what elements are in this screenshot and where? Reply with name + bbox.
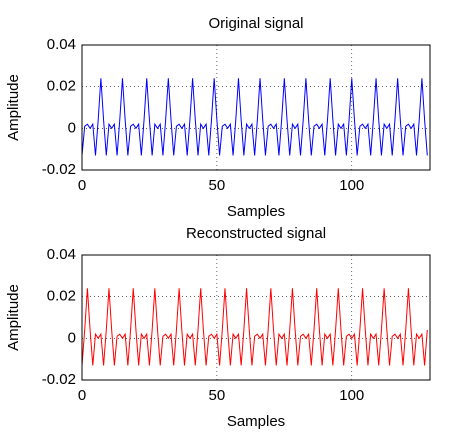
y-axis-label: Amplitude (5, 284, 22, 351)
x-tick-label: 50 (209, 177, 226, 194)
x-axis-label: Samples (227, 203, 285, 220)
y-tick-label: -0.02 (42, 161, 76, 178)
y-axis-label: Amplitude (5, 74, 22, 141)
x-tick-label: 0 (78, 177, 86, 194)
x-axis-label: Samples (227, 413, 285, 430)
chart-title: Original signal (208, 15, 303, 32)
signal-line (81, 78, 428, 156)
y-tick-label: -0.02 (42, 371, 76, 388)
x-tick-label: 100 (339, 177, 364, 194)
y-tick-label: 0.04 (47, 36, 76, 53)
y-tick-label: 0 (68, 329, 76, 346)
plot-frame (81, 44, 431, 171)
chart-title: Reconstructed signal (186, 225, 326, 242)
plot-frame (81, 254, 431, 381)
y-tick-label: 0.04 (47, 246, 76, 263)
y-tick-label: 0 (68, 119, 76, 136)
signal-line (81, 288, 428, 366)
y-tick-label: 0.02 (47, 78, 76, 95)
x-tick-label: 100 (339, 387, 364, 404)
y-tick-label: 0.02 (47, 288, 76, 305)
x-tick-label: 0 (78, 387, 86, 404)
x-tick-label: 50 (209, 387, 226, 404)
